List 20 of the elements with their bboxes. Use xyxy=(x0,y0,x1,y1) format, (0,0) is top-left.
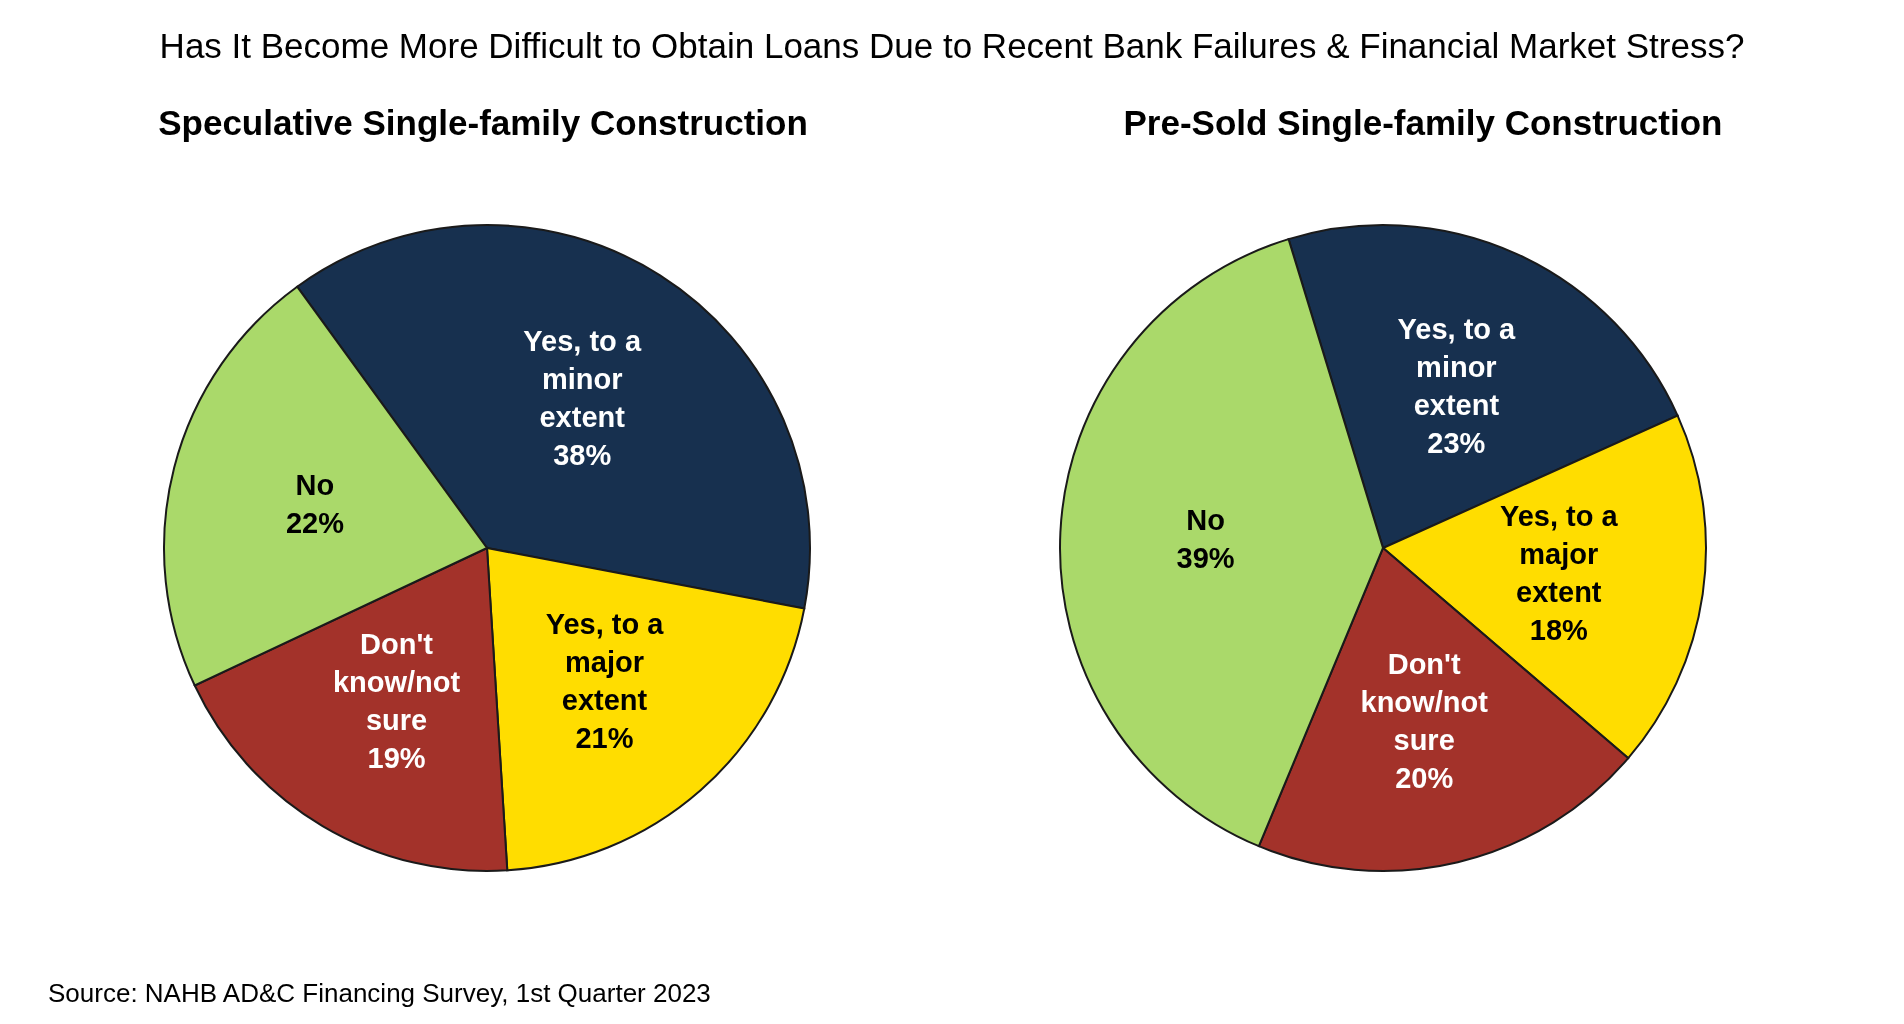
slice-label: Yes, to a minor extent xyxy=(523,325,642,434)
slice-label: No xyxy=(295,468,335,501)
source-note: Source: NAHB AD&C Financing Survey, 1st Quarter 2023 xyxy=(48,978,711,1009)
data-label: 19% xyxy=(367,741,426,774)
data-label: 23% xyxy=(1427,427,1486,460)
data-label: 38% xyxy=(553,439,612,472)
chart-subtitle: Speculative Single-family Construction xyxy=(157,103,809,144)
slice-label: Don't know/not sure xyxy=(1360,647,1489,756)
slice-label: No xyxy=(1186,504,1225,537)
data-label: 20% xyxy=(1395,761,1454,794)
data-label: 22% xyxy=(285,506,345,539)
data-label: 21% xyxy=(575,722,634,755)
chart-title: Pre-Sold Single-family Construction xyxy=(1122,103,1724,144)
text: Has It Become More Difficult to Obtain Loans Due to Recent Bank Failures & Financial Market Stress? xyxy=(158,26,1746,66)
data-label: 39% xyxy=(1176,542,1235,575)
slice-label: Don't know/not sure xyxy=(332,627,461,736)
slice-label: Yes, to a major extent xyxy=(545,608,665,717)
slice-label: Yes, to a minor extent xyxy=(1397,313,1517,422)
data-label: 18% xyxy=(1529,614,1589,647)
slice-label: Yes, to a major extent xyxy=(1500,500,1619,609)
